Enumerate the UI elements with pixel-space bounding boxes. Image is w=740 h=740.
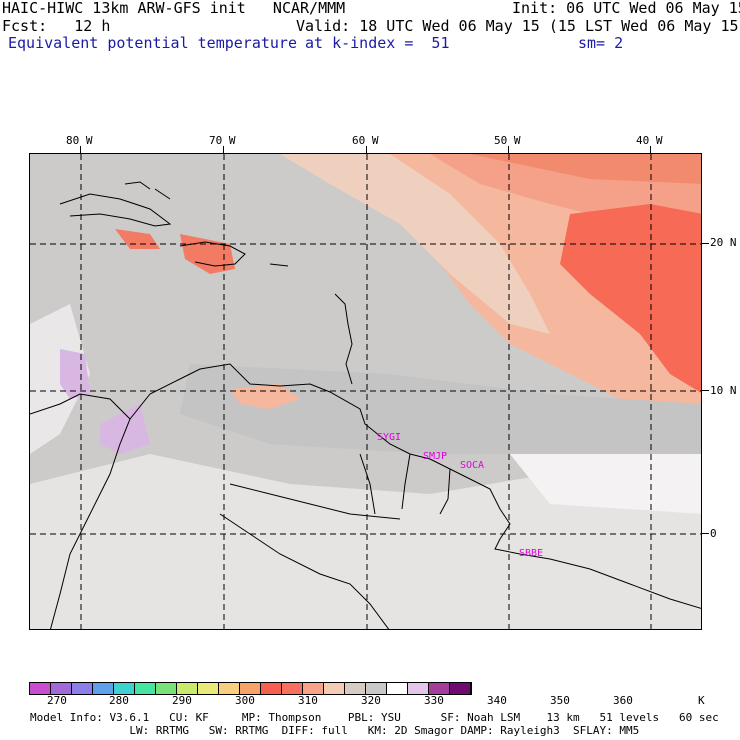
color-bar-swatch — [93, 683, 114, 694]
lon-label-70w: 70 W — [209, 134, 236, 147]
cbar-label-360: 360 — [613, 694, 633, 707]
color-bar-swatch — [261, 683, 282, 694]
lat-label-0: 0 — [710, 527, 717, 540]
color-bar-swatch — [198, 683, 219, 694]
color-bar-swatch — [135, 683, 156, 694]
lon-label-40w: 40 W — [636, 134, 663, 147]
station-soca: SOCA — [460, 460, 485, 471]
title-line: HAIC-HIWC 13km ARW-GFS init NCAR/MMM — [2, 0, 346, 17]
color-bar-swatch — [114, 683, 135, 694]
cbar-label-310: 310 — [298, 694, 318, 707]
cbar-label-330: 330 — [424, 694, 444, 707]
field-name: Equivalent potential temperature — [8, 34, 297, 52]
cbar-label-300: 300 — [235, 694, 255, 707]
cbar-label-280: 280 — [109, 694, 129, 707]
color-bar-swatch — [219, 683, 240, 694]
color-bar-swatch — [240, 683, 261, 694]
cbar-label-290: 290 — [172, 694, 192, 707]
lat-label-10n: 10 N — [710, 384, 737, 397]
station-sygi: SYGI — [377, 432, 402, 443]
model-info-line2: LW: RRTMG SW: RRTMG DIFF: full KM: 2D Sm… — [30, 724, 640, 737]
lon-label-50w: 50 W — [494, 134, 521, 147]
smoothing: sm= 2 — [578, 34, 624, 52]
cbar-label-320: 320 — [361, 694, 381, 707]
color-bar-swatch — [177, 683, 198, 694]
cbar-label-340: 340 — [487, 694, 507, 707]
cbar-label-350: 350 — [550, 694, 570, 707]
map-panel: SYGI SMJP SOCA SBBE — [29, 153, 702, 630]
model-info-line1: Model Info: V3.6.1 CU: KF MP: Thompson P… — [30, 711, 719, 724]
color-bar-swatch — [450, 683, 471, 694]
color-bar-swatch — [429, 683, 450, 694]
color-bar — [29, 682, 472, 695]
valid-time: Valid: 18 UTC Wed 06 May 15 (15 LST Wed … — [296, 17, 740, 35]
cbar-label-270: 270 — [47, 694, 67, 707]
init-time: Init: 06 UTC Wed 06 May 15 — [512, 0, 740, 17]
color-bar-swatch — [387, 683, 408, 694]
station-smjp: SMJP — [423, 451, 448, 462]
cbar-unit: K — [698, 694, 705, 707]
lon-label-60w: 60 W — [352, 134, 379, 147]
level-index: at k-index = 51 — [305, 34, 450, 52]
map-field — [30, 154, 701, 629]
color-bar-swatch — [282, 683, 303, 694]
color-bar-swatch — [345, 683, 366, 694]
color-bar-swatch — [51, 683, 72, 694]
color-bar-swatch — [324, 683, 345, 694]
color-bar-swatch — [72, 683, 93, 694]
color-bar-swatch — [156, 683, 177, 694]
lat-label-20n: 20 N — [710, 236, 737, 249]
color-bar-swatch — [30, 683, 51, 694]
station-sbbe: SBBE — [519, 548, 544, 559]
color-bar-swatch — [366, 683, 387, 694]
color-bar-swatch — [408, 683, 429, 694]
lon-label-80w: 80 W — [66, 134, 93, 147]
forecast-hour: Fcst: 12 h — [2, 17, 111, 35]
color-bar-swatch — [303, 683, 324, 694]
